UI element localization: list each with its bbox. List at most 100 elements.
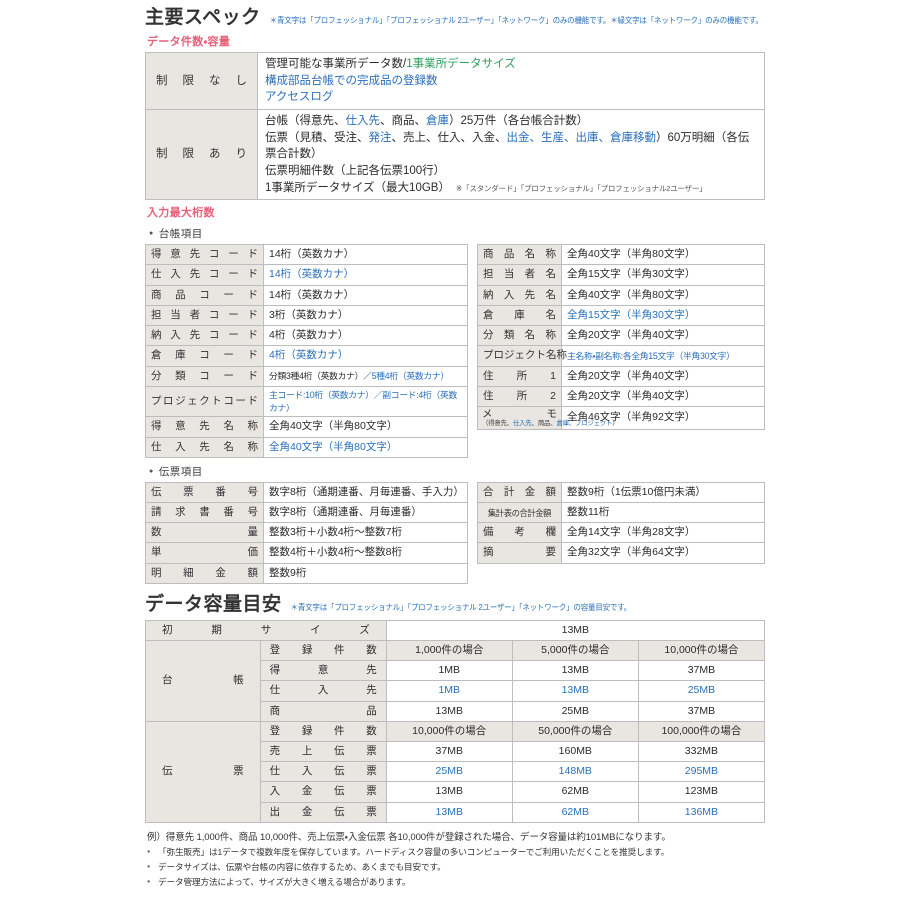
ledger-item-value: 全角40文字（半角80文字） xyxy=(561,244,765,266)
ledger-item-label: プロジェクト名称 xyxy=(477,345,567,367)
ledger-item-value: 全角46文字（半角92文字） xyxy=(561,406,765,430)
slip-item-value: 全角14文字（半角28文字） xyxy=(561,522,765,544)
capacity-group-label: 伝票 xyxy=(145,720,261,823)
ledger-item-value: 14桁（英数カナ） xyxy=(263,284,468,306)
table-row: 明細金額 整数9桁 xyxy=(145,562,468,584)
ledger-item-label: 倉庫コード xyxy=(145,345,264,367)
slip-item-value: 整数3桁＋小数4桁～整数7桁 xyxy=(263,522,468,544)
capacity-cell: 123MB xyxy=(637,781,766,803)
ledger-item-label: 仕入先名称 xyxy=(145,436,264,458)
ledger-tables-wrapper: 得意先コード 14桁（英数カナ） 仕入先コード 14桁（英数カナ） 商品コード 14桁（英… xyxy=(145,244,765,458)
table-row: 住所1 全角20文字（半角40文字） xyxy=(477,365,765,387)
ledger-item-label: 納入先名 xyxy=(477,284,562,306)
limits-line-note: ※「スタンダード」「プロフェッショナル」「プロフェッショナル2ユーザー」 xyxy=(455,183,707,193)
capacity-footnotes: 例）得意先 1,000件、商品 10,000件、売上伝票・入金伝票 各10,00… xyxy=(147,829,765,888)
limits-line: 台帳（得意先、仕入先、商品、倉庫）25万件（各台帳合計数） xyxy=(265,113,757,130)
ledger-item-label: プロジェクトコード xyxy=(145,385,264,418)
footnote-example: 例）得意先 1,000件、商品 10,000件、売上伝票・入金伝票 各10,00… xyxy=(147,831,671,843)
limits-row-content: 管理可能な事業所データ数/1事業所データサイズ 構成部品台帳での完成品の登録数 アク… xyxy=(257,51,765,110)
slip-item-value: 数字8桁（通期連番、月毎連番） xyxy=(263,501,468,524)
subsection-title-data-count: データ件数・容量 xyxy=(147,35,231,48)
ledger-item-label: 商品名称 xyxy=(477,244,562,266)
text-segment: 発注 xyxy=(368,131,392,144)
capacity-cell: 25MB xyxy=(511,700,639,722)
table-row: 納入先名 全角40文字（半角80文字） xyxy=(477,284,765,306)
capacity-row-label: 商品 xyxy=(259,700,387,722)
slip-item-value: 整数9桁（1伝票10億円未満） xyxy=(561,481,765,503)
ledger-item-value: 全角20文字（半角40文字） xyxy=(561,325,765,347)
slip-items-right-table: 合計金額 整数9桁（1伝票10億円未満） 集計表の合計金額 整数11桁 備考欄 全角14文… xyxy=(477,481,765,564)
slip-item-value: 数字8桁（通期連番、月毎連番、手入力） xyxy=(263,481,468,503)
text-segment: 、商品、 xyxy=(380,114,426,127)
capacity-cell: 37MB xyxy=(637,700,766,722)
slip-item-label: 数量 xyxy=(145,522,264,544)
slip-item-label: 請求書番号 xyxy=(145,501,264,524)
table-row: 入金伝票 13MB 62MB 123MB xyxy=(146,781,766,803)
ledger-item-value: 全角15文字（半角30文字） xyxy=(561,264,765,286)
capacity-count-label: 登録件数 xyxy=(259,720,387,743)
text-segment: 出金、生産、出庫、倉庫移動 xyxy=(506,131,657,144)
ledger-item-value: 分類3種4桁（英数カナ）／5種4桁（英数カナ） xyxy=(263,365,468,387)
capacity-cell: 62MB xyxy=(511,801,639,823)
slip-item-value: 整数9桁 xyxy=(263,562,468,584)
capacity-row-label: 出金伝票 xyxy=(259,801,387,823)
slip-item-label: 合計金額 xyxy=(477,481,562,503)
table-row: 備考欄 全角14文字（半角28文字） xyxy=(477,522,765,544)
footnote-item: データ管理方法によって、サイズが大きく増える場合があります。 xyxy=(147,876,765,888)
limits-table: 制限なし 管理可能な事業所データ数/1事業所データサイズ 構成部品台帳での完成品の登… xyxy=(145,51,765,201)
text-segment: （得意先、 xyxy=(482,420,514,428)
capacity-column-header: 50,000件の場合 xyxy=(511,720,639,743)
text-segment: ）60万明細（各伝票合計数） xyxy=(265,131,750,161)
table-row: 請求書番号 数字8桁（通期連番、月毎連番） xyxy=(145,501,468,524)
ledger-item-value: 14桁（英数カナ） xyxy=(263,244,468,266)
capacity-cell: 1MB xyxy=(385,680,513,702)
footnote-item: 「弥生販売」は1データで複数年度を保存しています。ハードディスク容量の多いコンピ… xyxy=(147,846,765,858)
table-row: 担当者コード 3桁（英数カナ） xyxy=(145,304,468,327)
table-row: 摘要 全角32文字（半角64文字） xyxy=(477,542,765,564)
capacity-section-title: データ容量目安 xyxy=(145,593,282,615)
capacity-group-header-row: 伝票 登録件数 10,000件の場合 50,000件の場合 100,000件の場合 xyxy=(145,720,766,823)
ledger-item-label: 住所2 xyxy=(477,385,562,408)
text-segment: 伝票明細件数（上記各伝票100行） xyxy=(265,164,446,177)
ledger-item-value: 全角40文字（半角80文字） xyxy=(263,436,468,458)
ledger-item-label: メモ（得意先、仕入先、商品、倉庫、プロジェクト） xyxy=(477,406,619,430)
ledger-item-label: 得意先コード xyxy=(145,244,264,266)
capacity-row-label: 仕入伝票 xyxy=(259,761,387,783)
slip-item-label: 摘要 xyxy=(477,542,562,564)
ledger-item-value: 全角15文字（半角30文字） xyxy=(561,304,765,327)
capacity-initial-size-row: 初期サイズ 13MB xyxy=(145,619,766,641)
capacity-row-label: 売上伝票 xyxy=(259,741,387,763)
slip-item-value: 整数4桁＋小数4桁～整数8桁 xyxy=(263,542,468,564)
table-row: 分類名称 全角20文字（半角40文字） xyxy=(477,325,765,347)
table-row: 商品名称 全角40文字（半角80文字） xyxy=(477,244,765,266)
ledger-item-value: 3桁（英数カナ） xyxy=(263,304,468,327)
ledger-item-label: 住所1 xyxy=(477,365,562,387)
slip-item-label: 備考欄 xyxy=(477,522,562,544)
group-title-slip-items: 伝票項目 xyxy=(149,464,765,479)
table-row: 得意先 1MB 13MB 37MB xyxy=(146,660,766,682)
capacity-cell: 25MB xyxy=(385,761,513,783)
capacity-cell: 25MB xyxy=(637,680,766,702)
ledger-item-label: 分類コード xyxy=(145,365,264,387)
text-segment: 伝票（見積、受注、 xyxy=(265,131,369,144)
text-segment: 、売上、仕入、入金、 xyxy=(391,131,507,144)
ledger-item-value: 全角40文字（半角80文字） xyxy=(561,284,765,306)
slip-items-left-table: 伝票番号 数字8桁（通期連番、月毎連番、手入力） 請求書番号 数字8桁（通期連番、月毎… xyxy=(145,481,468,584)
capacity-count-label: 登録件数 xyxy=(259,639,387,662)
ledger-item-value: 主名称・副名称:各全角15文字（半角30文字） xyxy=(561,345,765,367)
slip-item-value: 整数11桁 xyxy=(561,501,765,524)
table-row: 得意先名称 全角40文字（半角80文字） xyxy=(145,416,468,438)
capacity-table: 初期サイズ 13MB 台帳 登録件数 1,000件の場合 5,000件の場合 10,000件… xyxy=(145,619,766,823)
slip-tables-wrapper: 伝票番号 数字8桁（通期連番、月毎連番、手入力） 請求書番号 数字8桁（通期連番、月毎… xyxy=(145,481,765,584)
limits-line: 構成部品台帳での完成品の登録数 xyxy=(265,73,757,90)
memo-sublabel: （得意先、仕入先、商品、倉庫、プロジェクト） xyxy=(482,420,619,428)
text-segment: 1事業所データサイズ xyxy=(406,57,516,70)
main-spec-title-row: 主要スペック ＊青文字は「プロフェッショナル」「プロフェッショナル 2ユーザー」… xyxy=(145,7,765,29)
capacity-column-header: 10,000件の場合 xyxy=(385,720,513,743)
group-title-ledger-items: 台帳項目 xyxy=(149,226,765,241)
ledger-item-label: 分類名称 xyxy=(477,325,562,347)
text-segment: 管理可能な事業所データ数/ xyxy=(265,57,407,70)
capacity-legend-note: ＊青文字は「プロフェッショナル」「プロフェッショナル 2ユーザー」「ネットワーク… xyxy=(290,602,632,613)
capacity-cell: 62MB xyxy=(511,781,639,803)
ledger-item-value: 4桁（英数カナ） xyxy=(263,325,468,347)
